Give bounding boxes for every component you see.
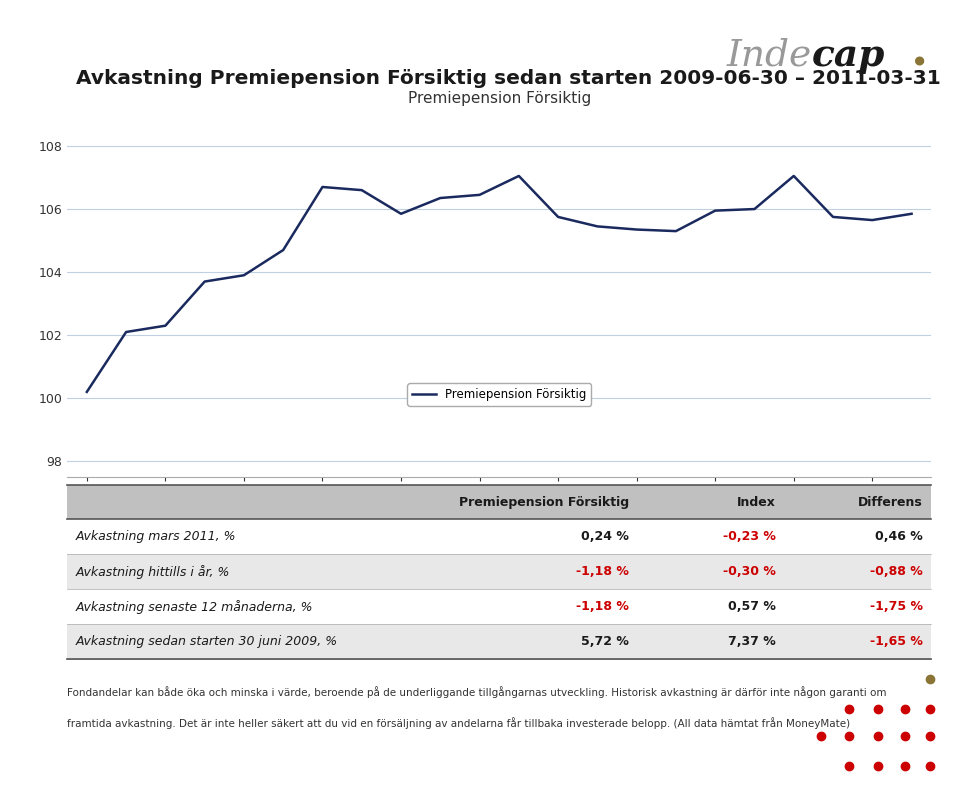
- Text: -1,18 %: -1,18 %: [576, 600, 629, 613]
- Text: Premiepension Försiktig: Premiepension Försiktig: [459, 495, 629, 509]
- Text: Avkastning sedan starten 30 juni 2009, %: Avkastning sedan starten 30 juni 2009, %: [76, 635, 338, 648]
- FancyBboxPatch shape: [67, 554, 931, 589]
- FancyBboxPatch shape: [67, 485, 931, 519]
- Text: Avkastning Premiepension Försiktig sedan starten 2009-06-30 – 2011-03-31: Avkastning Premiepension Försiktig sedan…: [76, 68, 941, 87]
- Text: 0,46 %: 0,46 %: [875, 530, 923, 544]
- Text: Index: Index: [737, 495, 776, 509]
- Text: Differens: Differens: [858, 495, 923, 509]
- Text: 7,37 %: 7,37 %: [728, 635, 776, 648]
- Text: Fondandelar kan både öka och minska i värde, beroende på de underliggande tillgå: Fondandelar kan både öka och minska i vä…: [67, 686, 887, 698]
- FancyBboxPatch shape: [67, 624, 931, 659]
- Text: 0,24 %: 0,24 %: [581, 530, 629, 544]
- Text: -1,18 %: -1,18 %: [576, 565, 629, 579]
- Text: 0,57 %: 0,57 %: [728, 600, 776, 613]
- Text: Avkastning senaste 12 månaderna, %: Avkastning senaste 12 månaderna, %: [76, 599, 313, 614]
- FancyBboxPatch shape: [67, 519, 931, 554]
- Text: 5,72 %: 5,72 %: [581, 635, 629, 648]
- Text: -0,30 %: -0,30 %: [723, 565, 776, 579]
- Text: -0,88 %: -0,88 %: [870, 565, 923, 579]
- Legend: Premiepension Försiktig: Premiepension Försiktig: [407, 383, 591, 405]
- Text: cap: cap: [812, 37, 885, 74]
- Text: -0,23 %: -0,23 %: [723, 530, 776, 544]
- Text: .: .: [911, 28, 928, 76]
- Text: Avkastning hittills i år, %: Avkastning hittills i år, %: [76, 565, 230, 579]
- Text: Avkastning mars 2011, %: Avkastning mars 2011, %: [76, 530, 236, 544]
- FancyBboxPatch shape: [67, 589, 931, 624]
- Text: -1,75 %: -1,75 %: [870, 600, 923, 613]
- Text: framtida avkastning. Det är inte heller säkert att du vid en försäljning av ande: framtida avkastning. Det är inte heller …: [67, 717, 851, 729]
- Text: Inde: Inde: [727, 37, 812, 74]
- Text: -1,65 %: -1,65 %: [870, 635, 923, 648]
- Title: Premiepension Försiktig: Premiepension Försiktig: [408, 91, 590, 107]
